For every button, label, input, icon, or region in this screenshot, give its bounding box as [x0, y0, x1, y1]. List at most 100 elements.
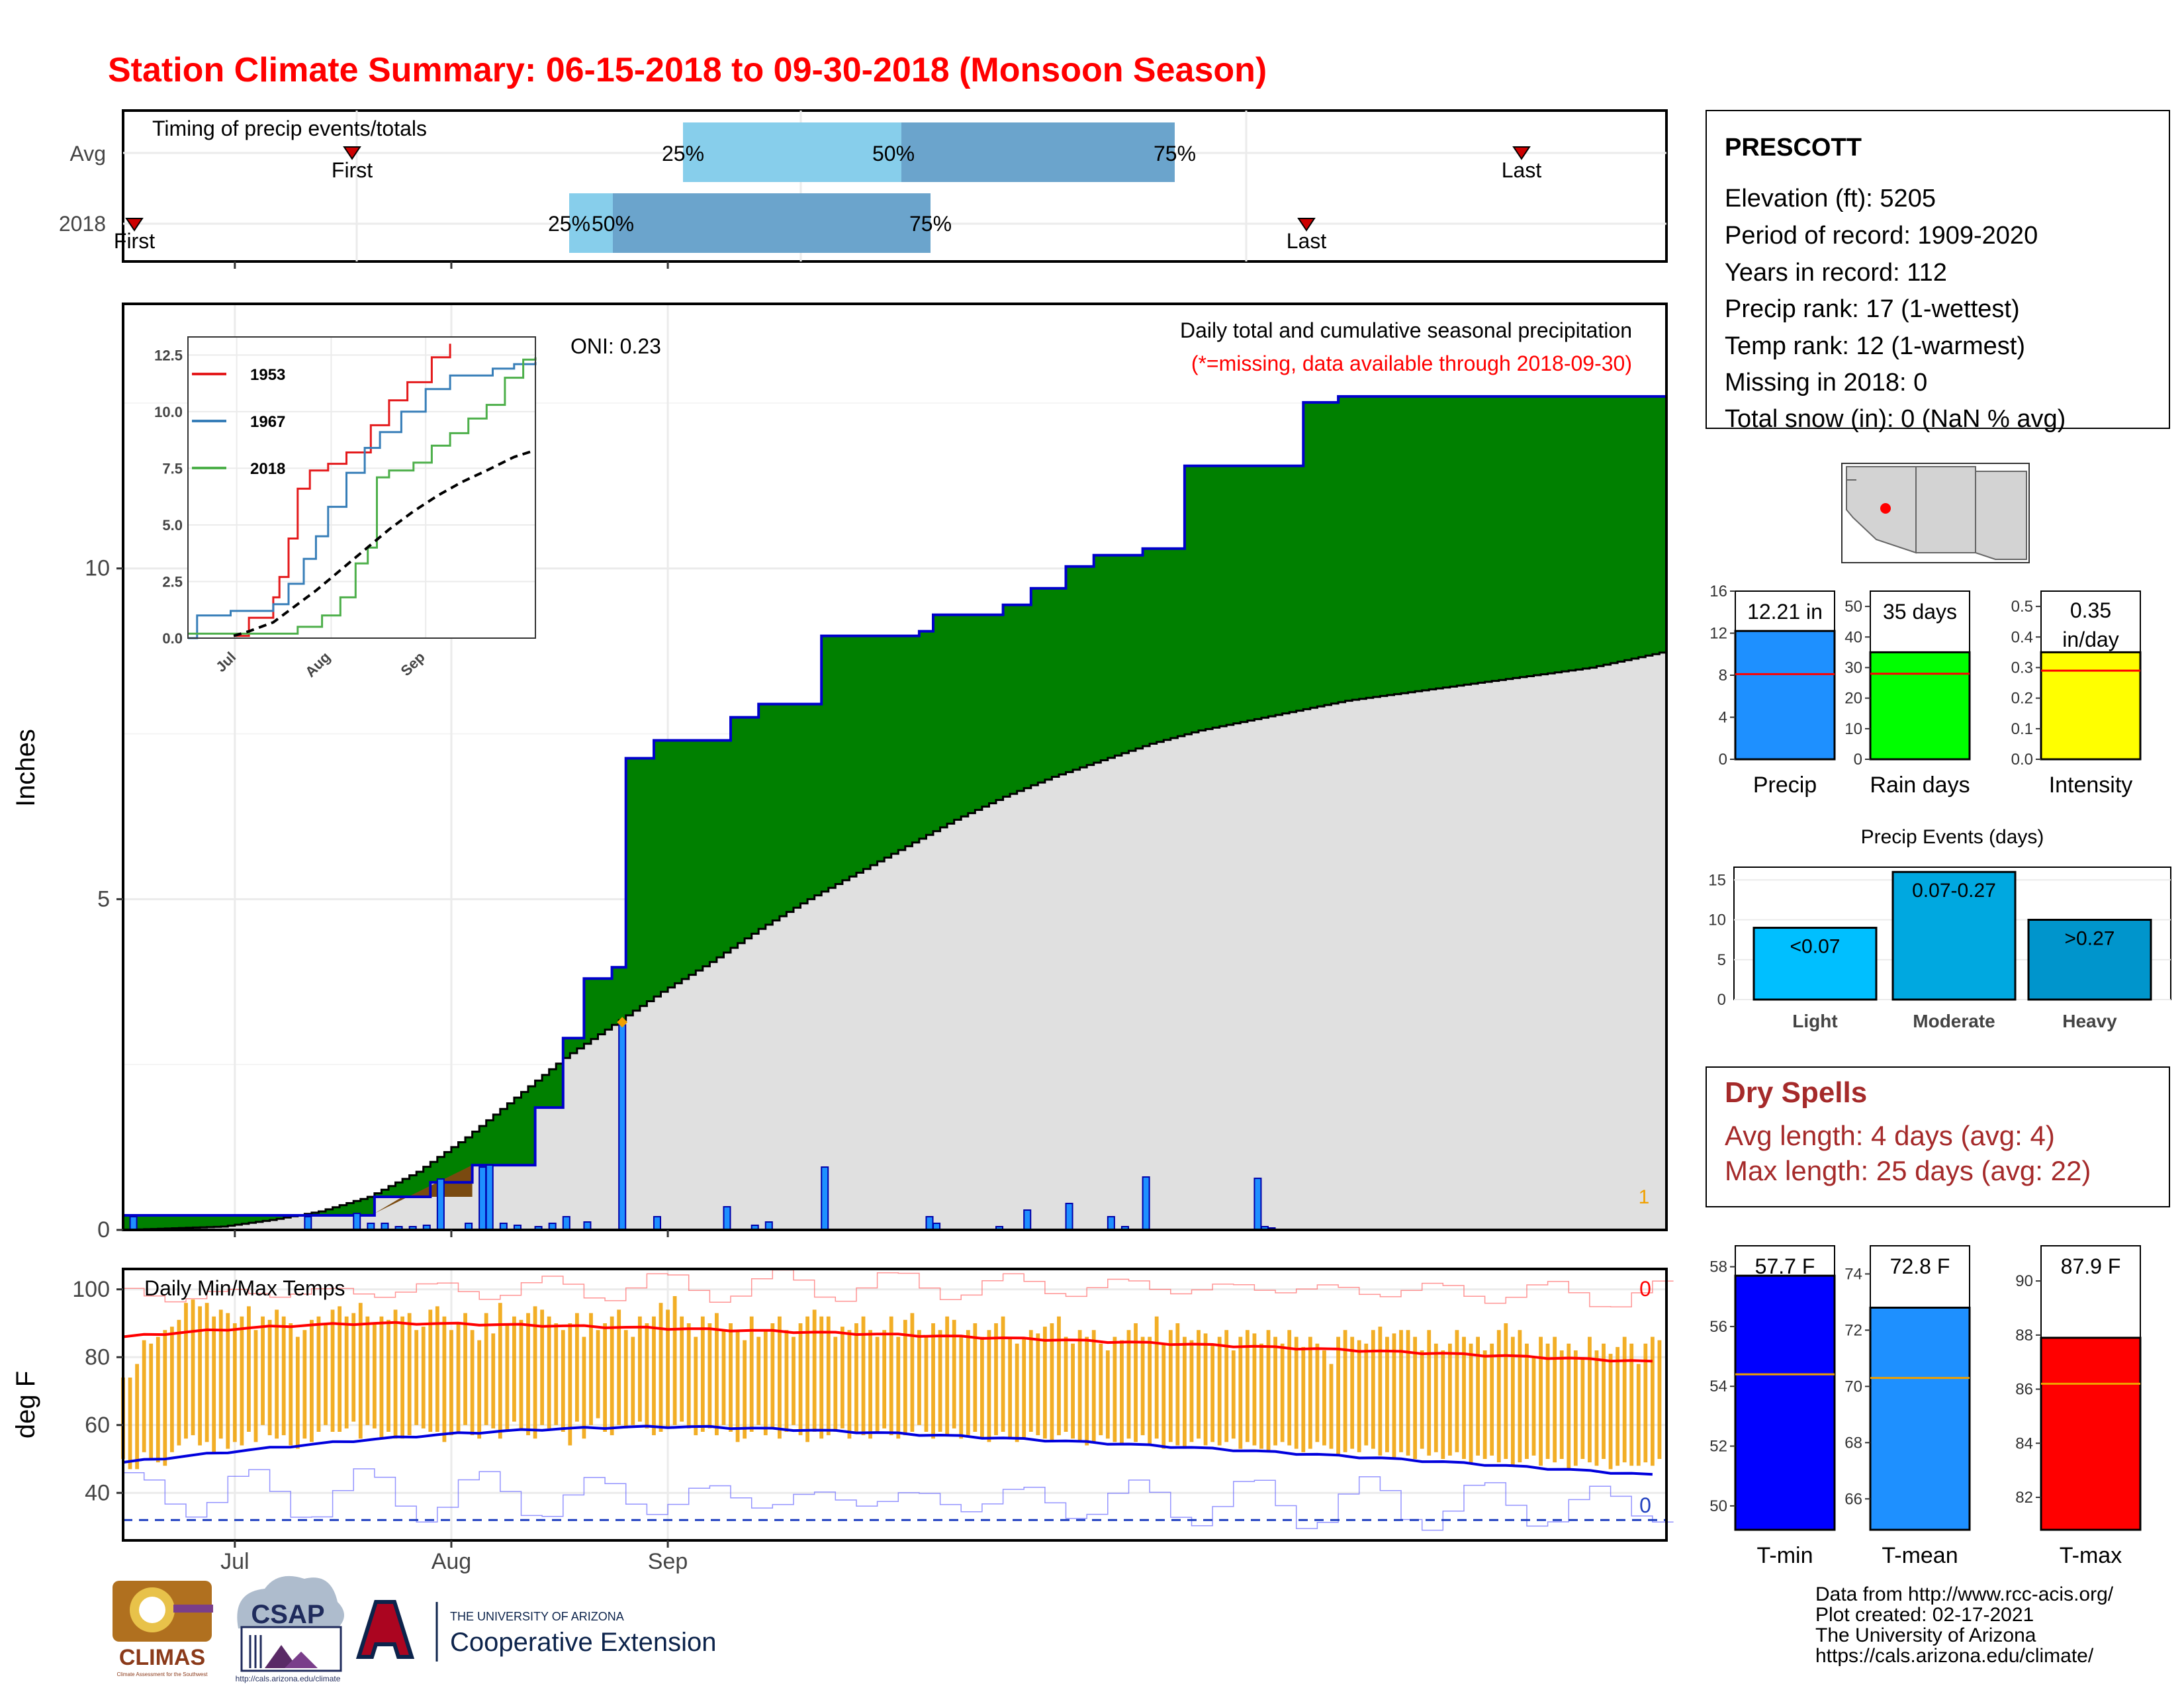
stat-ytick-label: 82	[2015, 1489, 2033, 1507]
temp-range-bar	[184, 1303, 188, 1439]
temp-range-bar	[1441, 1350, 1445, 1459]
stat-ytick-label: 0.5	[2011, 598, 2033, 616]
temp-range-bar	[218, 1309, 223, 1439]
temp-range-bar	[267, 1319, 272, 1436]
temp-range-bar	[212, 1316, 216, 1452]
temp-range-bar	[1622, 1336, 1627, 1463]
temp-range-bar	[819, 1316, 824, 1439]
footer-line-0: Data from http://www.rcc-acis.org/	[1815, 1583, 2114, 1605]
temp-range-bar	[1099, 1343, 1103, 1436]
temp-range-bar	[596, 1330, 600, 1419]
temp-range-bar	[1413, 1336, 1418, 1459]
temp-range-bar	[1189, 1340, 1194, 1442]
footer-credits: Data from http://www.rcc-acis.org/ Plot …	[1815, 1583, 2114, 1667]
temp-range-bar	[1490, 1343, 1494, 1456]
temp-range-bar	[966, 1330, 970, 1436]
temp-range-bar	[959, 1336, 964, 1439]
temp-range-bar	[1469, 1343, 1473, 1463]
inset-legend-label: 1953	[250, 366, 285, 384]
stat-ytick-label: 4	[1719, 709, 1727, 727]
stat-ytick-label: 88	[2015, 1327, 2033, 1344]
csap-logo: CSAP http://cals.arizona.edu/climate	[236, 1575, 344, 1683]
events-title: Precip Events (days)	[1861, 826, 2044, 848]
temp-range-bar	[344, 1316, 349, 1429]
precip-ytick-label: 5	[97, 886, 110, 912]
daily-precip-bar	[1253, 1178, 1262, 1231]
stat-ytick-label: 40	[1844, 628, 1862, 646]
temp-range-bar	[1504, 1323, 1508, 1459]
temp-range-bar	[1113, 1336, 1117, 1442]
temp-range-bar	[379, 1316, 384, 1439]
daily-precip-bar	[925, 1216, 934, 1231]
temp-range-bar	[861, 1316, 866, 1436]
temp-range-bar	[792, 1336, 796, 1425]
temp-range-bar	[743, 1340, 747, 1439]
temp-range-bar	[589, 1313, 593, 1425]
temp-range-bar	[924, 1336, 929, 1432]
temp-range-bar	[574, 1313, 579, 1422]
temp-range-bar	[1392, 1333, 1396, 1459]
temp-range-bar	[1525, 1343, 1529, 1459]
events-bar-label: >0.27	[2065, 928, 2115, 950]
events-ytick-label: 0	[1717, 991, 1726, 1009]
temp-range-bar	[372, 1323, 377, 1429]
y2018-75-label: 75%	[909, 212, 952, 236]
temp-range-bar	[1259, 1343, 1263, 1449]
stat-ytick-label: 52	[1709, 1438, 1727, 1456]
events-bar	[2027, 919, 2152, 1001]
temp-range-bar	[1602, 1343, 1606, 1459]
temp-range-bar	[1015, 1343, 1019, 1442]
temp-range-bar	[1077, 1330, 1082, 1442]
temp-range-bar	[1071, 1343, 1075, 1439]
stat-panel-label: T-min	[1757, 1543, 1813, 1568]
temp-range-bar	[756, 1336, 761, 1425]
dry-spells-max: Max length: 25 days (avg: 22)	[1725, 1155, 2091, 1186]
temp-range-bar	[938, 1330, 942, 1432]
temp-range-bar	[1028, 1330, 1033, 1432]
temp-range-bar	[1273, 1336, 1277, 1446]
temp-range-bar	[1594, 1350, 1599, 1466]
stat-ytick-label: 16	[1709, 583, 1727, 600]
events-bar	[1891, 870, 2017, 1001]
temp-range-bar	[302, 1330, 307, 1439]
temp-range-bar	[1175, 1323, 1180, 1446]
temp-range-bar	[1280, 1343, 1285, 1442]
daily-precip-bar	[1065, 1203, 1073, 1231]
footer-line-3: https://cals.arizona.edu/climate/	[1815, 1645, 2094, 1667]
y2018-first-label: First	[114, 229, 155, 253]
cumulative-precip-line	[123, 395, 1668, 1217]
stat-ytick-label: 0.3	[2011, 659, 2033, 677]
daily-precip-bar	[1107, 1216, 1115, 1231]
temp-range-bar	[994, 1323, 998, 1436]
daily-precip-bar	[129, 1216, 138, 1231]
temp-range-bar	[1064, 1336, 1068, 1432]
events-bar-label: 0.07-0.27	[1912, 880, 1996, 902]
temp-ytick-label: 80	[85, 1344, 110, 1370]
temp-range-bar	[505, 1323, 510, 1432]
temp-range-bar	[715, 1313, 719, 1436]
temp-range-bar	[1140, 1336, 1145, 1436]
temp-range-bar	[805, 1316, 810, 1442]
temp-range-bar	[1245, 1330, 1250, 1442]
temp-range-bar	[275, 1309, 279, 1439]
events-ytick-label: 5	[1717, 951, 1726, 969]
temp-range-bar	[1482, 1350, 1487, 1459]
temp-range-bar	[498, 1303, 502, 1439]
inset-legend-label: 1967	[250, 413, 285, 431]
temps-title: Daily Min/Max Temps	[144, 1276, 345, 1300]
temp-range-bar	[1657, 1340, 1662, 1459]
temp-range-bar	[1364, 1343, 1369, 1446]
temp-range-bar	[1476, 1336, 1480, 1456]
temp-range-bar	[393, 1309, 398, 1439]
temp-range-bar	[1567, 1343, 1571, 1470]
temp-range-bar	[1420, 1350, 1424, 1449]
temp-range-bar	[163, 1330, 167, 1466]
temp-range-bar	[338, 1306, 342, 1432]
temp-range-bar	[316, 1316, 321, 1432]
temp-range-bar	[247, 1306, 251, 1432]
temp-range-bar	[1580, 1357, 1585, 1459]
temp-range-bar	[896, 1336, 901, 1439]
temp-range-bar	[240, 1316, 244, 1446]
temp-range-bar	[910, 1313, 915, 1432]
locator-map	[1841, 463, 2030, 563]
